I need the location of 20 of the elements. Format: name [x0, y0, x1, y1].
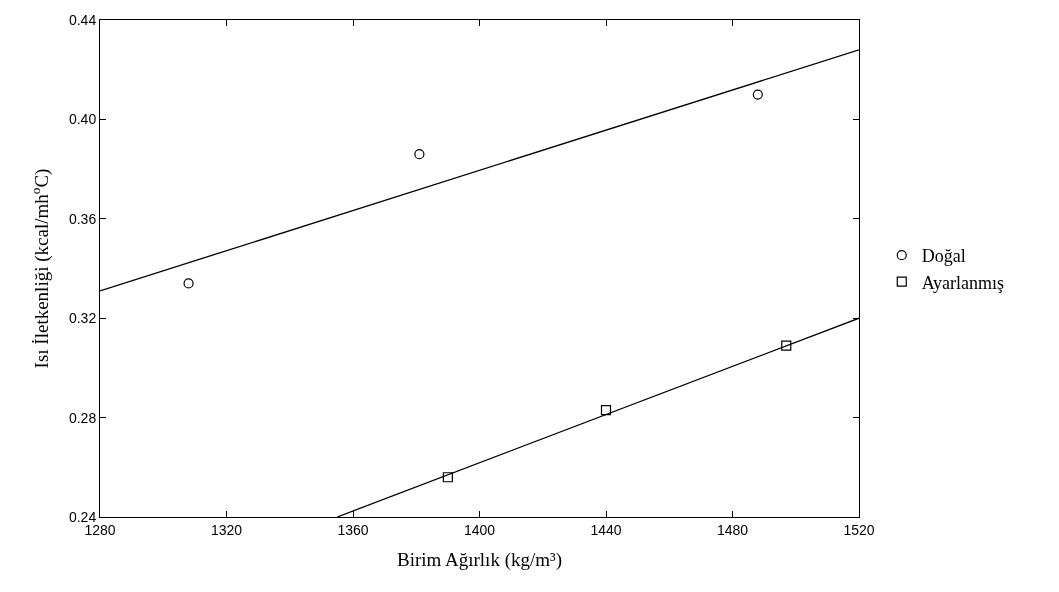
legend-label: Ayarlanmış	[921, 272, 1005, 293]
y-tick-label: 0.44	[68, 11, 97, 28]
point	[183, 278, 194, 289]
point	[752, 89, 763, 100]
x-tick-label: 1440	[590, 521, 622, 538]
x-tick-label: 1400	[463, 521, 496, 538]
point	[600, 405, 612, 416]
point	[781, 340, 792, 351]
x-tick-label: 1520	[843, 521, 875, 538]
y-tick-label: 0.28	[68, 409, 97, 426]
y-tick-label: 0.40	[68, 111, 97, 128]
y-tick-label: 0.32	[68, 310, 97, 327]
legend-label: Doğal	[921, 246, 966, 267]
x-tick-label: 1320	[210, 521, 243, 538]
x-tick-label: 1360	[337, 521, 369, 538]
x-tick-label: 1480	[716, 521, 749, 538]
point	[442, 472, 453, 483]
x-axis-title: Birim Ağırlık (kg/m³)	[396, 548, 563, 571]
y-tick-label: 0.36	[68, 210, 97, 227]
point	[414, 149, 425, 160]
